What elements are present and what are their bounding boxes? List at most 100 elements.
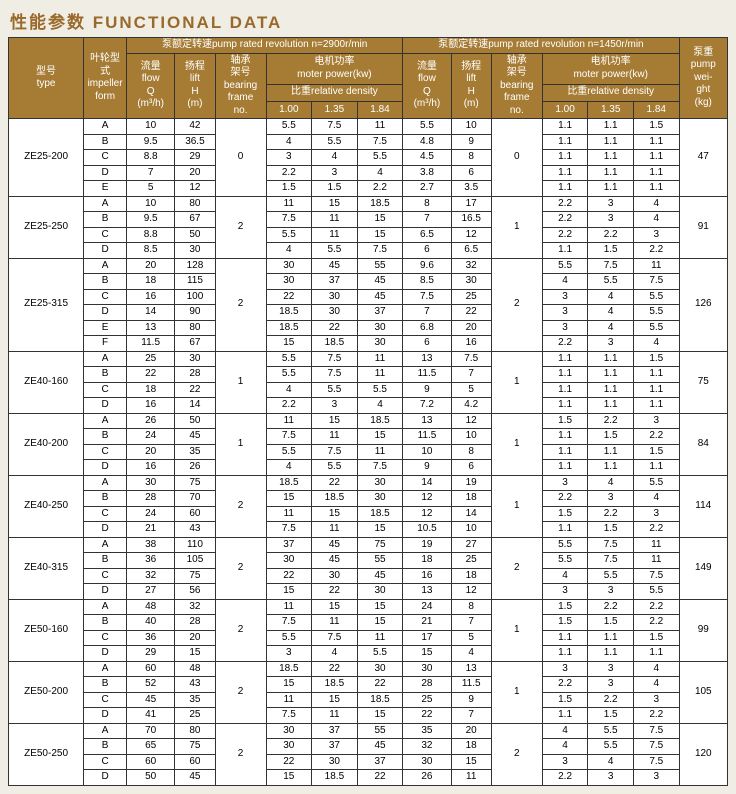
- cell-p1-184: 15: [357, 522, 403, 538]
- cell-impeller: C: [84, 506, 127, 522]
- cell-h2: 8: [451, 150, 491, 166]
- cell-p2-184: 5.5: [633, 305, 679, 321]
- cell-impeller: A: [84, 599, 127, 615]
- cell-q2: 6: [403, 243, 451, 259]
- cell-q1: 70: [127, 723, 175, 739]
- cell-p1-184: 11: [357, 444, 403, 460]
- table-row: B22285.57.51111.571.11.11.1: [9, 367, 728, 383]
- cell-p1-100: 11: [266, 599, 312, 615]
- cell-p1-100: 5.5: [266, 351, 312, 367]
- hdr-d184-2: 1.84: [633, 101, 679, 118]
- cell-p1-184: 30: [357, 584, 403, 600]
- cell-q2: 8.5: [403, 274, 451, 290]
- cell-q1: 11.5: [127, 336, 175, 352]
- cell-p2-135: 3: [588, 196, 634, 212]
- cell-q2: 16: [403, 568, 451, 584]
- cell-h2: 11: [451, 770, 491, 786]
- cell-q2: 35: [403, 723, 451, 739]
- cell-p2-100: 1.5: [542, 615, 588, 631]
- cell-p1-100: 2.2: [266, 165, 312, 181]
- hdr-d135-1: 1.35: [312, 101, 358, 118]
- cell-q2: 25: [403, 692, 451, 708]
- cell-p1-100: 15: [266, 677, 312, 693]
- hdr-d100-2: 1.00: [542, 101, 588, 118]
- cell-type: ZE50-160: [9, 599, 84, 661]
- cell-impeller: B: [84, 134, 127, 150]
- cell-p1-100: 3: [266, 150, 312, 166]
- cell-p2-100: 1.1: [542, 382, 588, 398]
- cell-impeller: C: [84, 630, 127, 646]
- cell-h1: 45: [175, 429, 215, 445]
- cell-p1-184: 5.5: [357, 646, 403, 662]
- cell-h2: 18: [451, 739, 491, 755]
- cell-p2-184: 2.2: [633, 243, 679, 259]
- cell-h1: 30: [175, 243, 215, 259]
- cell-p2-184: 1.1: [633, 460, 679, 476]
- cell-p1-135: 45: [312, 553, 358, 569]
- cell-h2: 10: [451, 522, 491, 538]
- cell-p2-100: 1.5: [542, 506, 588, 522]
- cell-h1: 80: [175, 196, 215, 212]
- cell-q2: 9.6: [403, 258, 451, 274]
- cell-h2: 7.5: [451, 351, 491, 367]
- cell-p1-184: 18.5: [357, 196, 403, 212]
- cell-impeller: F: [84, 336, 127, 352]
- cell-impeller: B: [84, 491, 127, 507]
- cell-bf2: 2: [491, 537, 542, 599]
- cell-p2-135: 1.5: [588, 429, 634, 445]
- cell-weight: 149: [679, 537, 727, 599]
- cell-h1: 70: [175, 491, 215, 507]
- cell-p1-100: 30: [266, 723, 312, 739]
- table-header: 型号type 叶轮型式impellerform 泵额定转速pump rated …: [9, 38, 728, 119]
- cell-q1: 50: [127, 770, 175, 786]
- table-row: B3610530455518255.57.511: [9, 553, 728, 569]
- cell-weight: 120: [679, 723, 727, 785]
- table-row: C182245.55.5951.11.11.1: [9, 382, 728, 398]
- table-row: D7202.2343.861.11.11.1: [9, 165, 728, 181]
- cell-p2-100: 1.1: [542, 243, 588, 259]
- cell-p1-184: 15: [357, 599, 403, 615]
- hdr-type: 型号type: [9, 38, 84, 119]
- cell-q2: 30: [403, 661, 451, 677]
- cell-impeller: B: [84, 615, 127, 631]
- table-row: D41257.511152271.11.52.2: [9, 708, 728, 724]
- cell-p2-135: 4: [588, 289, 634, 305]
- cell-h1: 50: [175, 413, 215, 429]
- table-row: ZE40-250A3075218.5223014191345.5114: [9, 475, 728, 491]
- cell-q1: 60: [127, 754, 175, 770]
- cell-bf2: 1: [491, 475, 542, 537]
- cell-p1-184: 11: [357, 351, 403, 367]
- cell-bf1: 2: [215, 537, 266, 599]
- cell-p2-100: 1.1: [542, 351, 588, 367]
- cell-weight: 47: [679, 119, 727, 197]
- cell-h1: 110: [175, 537, 215, 553]
- cell-p1-135: 7.5: [312, 444, 358, 460]
- cell-p1-135: 45: [312, 258, 358, 274]
- cell-q2: 7: [403, 212, 451, 228]
- cell-bf2: 1: [491, 599, 542, 661]
- cell-p2-100: 3: [542, 320, 588, 336]
- page-title: 性能参数 FUNCTIONAL DATA: [10, 8, 728, 33]
- cell-impeller: A: [84, 196, 127, 212]
- cell-impeller: A: [84, 537, 127, 553]
- table-row: ZE25-200A104205.57.5115.51001.11.11.547: [9, 119, 728, 135]
- cell-p2-184: 5.5: [633, 584, 679, 600]
- cell-h2: 19: [451, 475, 491, 491]
- cell-p1-100: 18.5: [266, 305, 312, 321]
- table-row: C2460111518.512141.52.23: [9, 506, 728, 522]
- cell-p2-100: 1.1: [542, 181, 588, 197]
- hdr-d100-1: 1.00: [266, 101, 312, 118]
- cell-q2: 28: [403, 677, 451, 693]
- cell-p2-100: 1.5: [542, 692, 588, 708]
- cell-p2-100: 1.5: [542, 599, 588, 615]
- cell-p2-184: 5.5: [633, 320, 679, 336]
- cell-p2-184: 1.1: [633, 150, 679, 166]
- cell-impeller: D: [84, 305, 127, 321]
- cell-impeller: E: [84, 320, 127, 336]
- cell-p1-100: 11: [266, 692, 312, 708]
- cell-p2-184: 3: [633, 413, 679, 429]
- cell-q2: 18: [403, 553, 451, 569]
- cell-h1: 35: [175, 444, 215, 460]
- cell-p1-184: 15: [357, 212, 403, 228]
- cell-p2-184: 2.2: [633, 522, 679, 538]
